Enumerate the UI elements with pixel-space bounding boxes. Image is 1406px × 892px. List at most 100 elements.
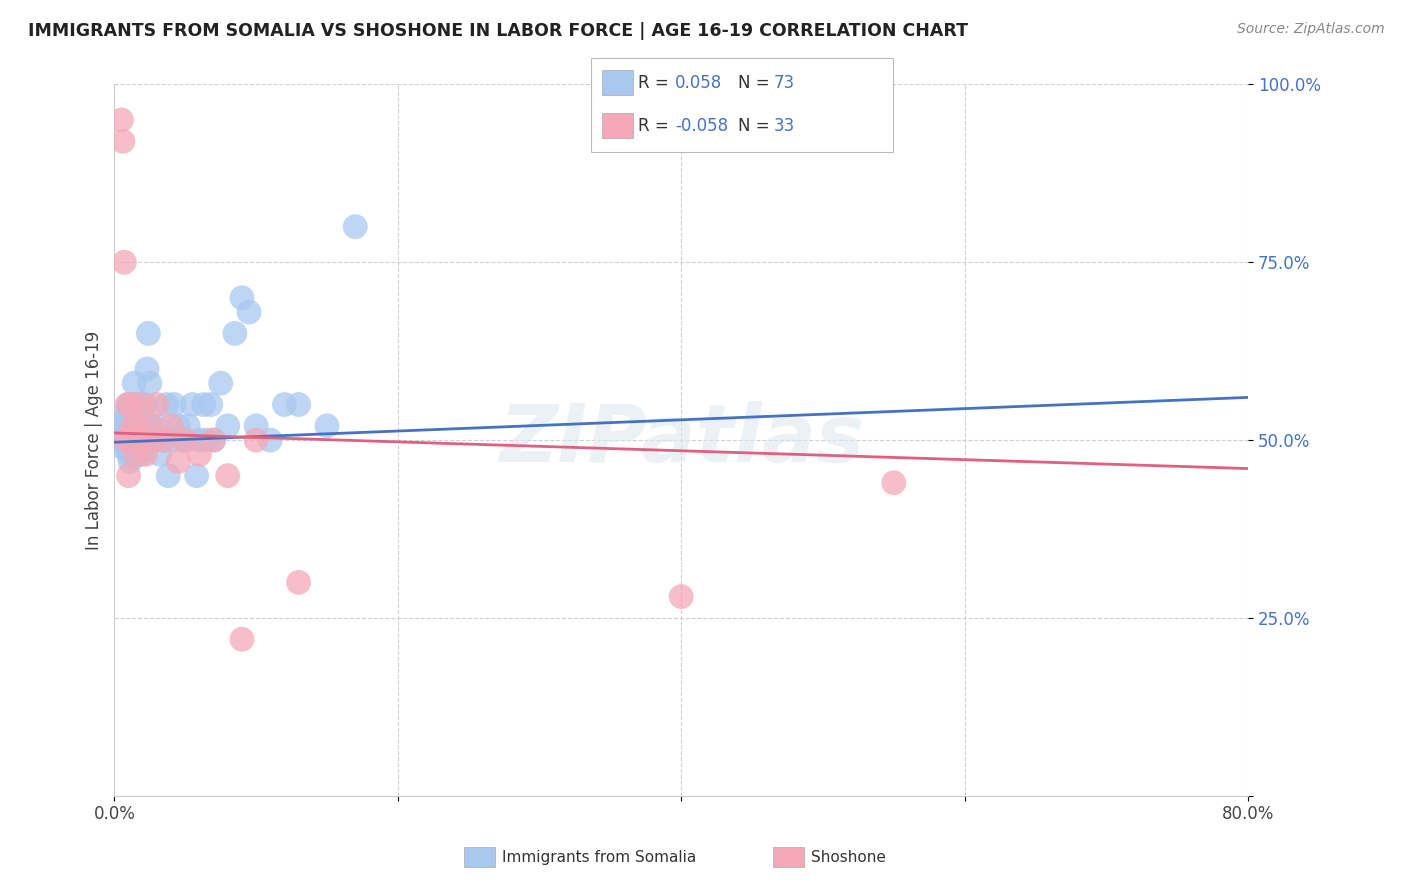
Point — [132, 418, 155, 433]
Point — [231, 291, 253, 305]
Point — [200, 398, 222, 412]
Point — [174, 433, 197, 447]
Point — [217, 468, 239, 483]
Point — [287, 398, 309, 412]
Point — [115, 425, 138, 440]
Point — [121, 411, 143, 425]
Point — [316, 418, 339, 433]
Point — [195, 433, 218, 447]
Point — [117, 447, 139, 461]
Point — [167, 454, 190, 468]
Point — [125, 418, 148, 433]
Point — [156, 398, 179, 412]
Point — [128, 433, 150, 447]
Point — [181, 398, 204, 412]
Point — [114, 433, 136, 447]
Point — [135, 447, 157, 461]
Point — [125, 418, 148, 433]
Point — [124, 447, 146, 461]
Text: N =: N = — [738, 117, 769, 135]
Point — [160, 433, 183, 447]
Point — [136, 362, 159, 376]
Point — [188, 433, 211, 447]
Point — [131, 398, 153, 412]
Point — [114, 433, 136, 447]
Point — [118, 411, 141, 425]
Point — [209, 376, 232, 391]
Point — [121, 418, 143, 433]
Point — [139, 418, 162, 433]
Point — [111, 440, 134, 454]
Point — [273, 398, 295, 412]
Point — [128, 433, 150, 447]
Text: -0.058: -0.058 — [675, 117, 728, 135]
Point — [163, 398, 186, 412]
Point — [193, 398, 215, 412]
Text: 33: 33 — [773, 117, 794, 135]
Point — [344, 219, 367, 234]
Text: ZIPatlas: ZIPatlas — [499, 401, 863, 479]
Point — [124, 433, 146, 447]
Point — [117, 433, 139, 447]
Point — [115, 404, 138, 418]
Point — [121, 433, 143, 447]
Point — [217, 418, 239, 433]
Point — [146, 418, 169, 433]
Point — [112, 255, 135, 269]
Point — [157, 468, 180, 483]
Text: R =: R = — [638, 117, 669, 135]
Point — [122, 376, 145, 391]
Point — [167, 418, 190, 433]
Point — [231, 632, 253, 647]
Point — [153, 433, 176, 447]
Point — [172, 433, 194, 447]
Point — [129, 398, 152, 412]
Point — [121, 447, 143, 461]
Point — [238, 305, 260, 319]
Point — [131, 433, 153, 447]
Point — [120, 398, 142, 412]
Point — [669, 590, 692, 604]
Point — [115, 440, 138, 454]
Point — [146, 398, 169, 412]
Point — [112, 425, 135, 440]
Point — [110, 113, 132, 128]
Point — [883, 475, 905, 490]
Point — [122, 433, 145, 447]
Point — [259, 433, 281, 447]
Point — [117, 398, 139, 412]
Point — [118, 454, 141, 468]
Point — [114, 411, 136, 425]
Point — [122, 418, 145, 433]
Point — [224, 326, 246, 341]
Point — [135, 398, 157, 412]
Point — [132, 433, 155, 447]
Point — [129, 433, 152, 447]
Point — [110, 418, 132, 433]
Point — [153, 433, 176, 447]
Text: 73: 73 — [773, 74, 794, 92]
Point — [120, 440, 142, 454]
Point — [186, 468, 208, 483]
Point — [149, 447, 172, 461]
Point — [160, 418, 183, 433]
Point — [188, 447, 211, 461]
Point — [143, 433, 166, 447]
Point — [110, 433, 132, 447]
Point — [142, 433, 165, 447]
Point — [117, 433, 139, 447]
Text: Shoshone: Shoshone — [811, 850, 886, 864]
Point — [111, 134, 134, 148]
Point — [139, 376, 162, 391]
Text: R =: R = — [638, 74, 669, 92]
Text: IMMIGRANTS FROM SOMALIA VS SHOSHONE IN LABOR FORCE | AGE 16-19 CORRELATION CHART: IMMIGRANTS FROM SOMALIA VS SHOSHONE IN L… — [28, 22, 969, 40]
Point — [129, 433, 152, 447]
Point — [141, 418, 163, 433]
Y-axis label: In Labor Force | Age 16-19: In Labor Force | Age 16-19 — [86, 330, 103, 549]
Point — [245, 433, 267, 447]
Point — [143, 433, 166, 447]
Point — [124, 398, 146, 412]
Point — [177, 418, 200, 433]
Point — [125, 447, 148, 461]
Text: Immigrants from Somalia: Immigrants from Somalia — [502, 850, 696, 864]
